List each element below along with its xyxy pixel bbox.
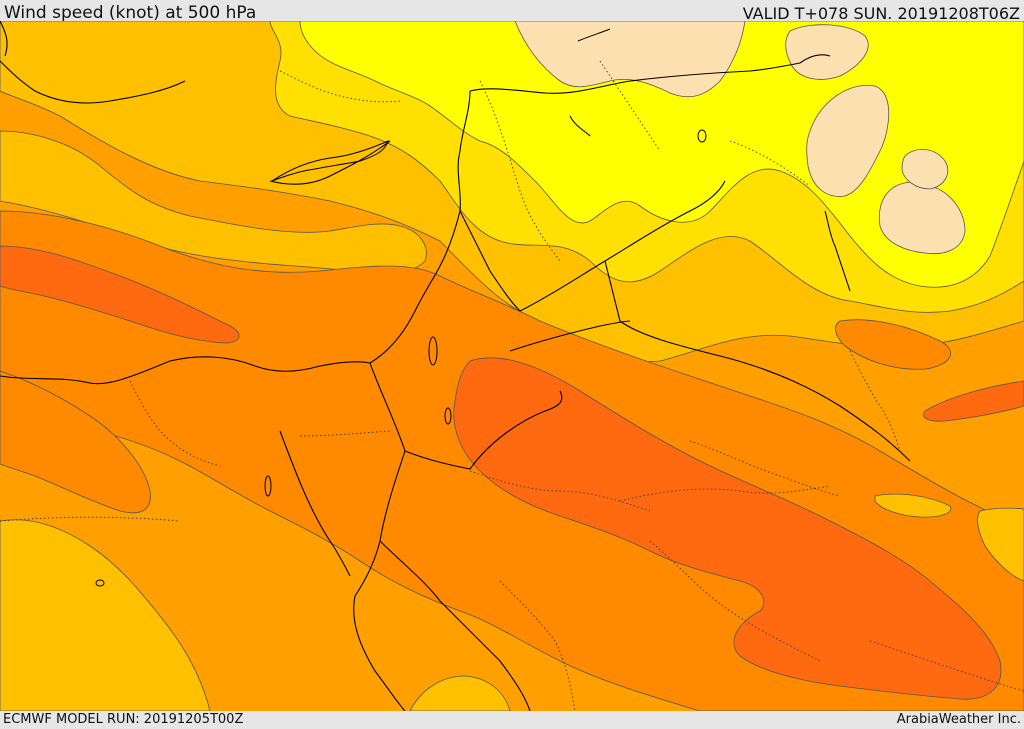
wind-speed-map	[0, 21, 1024, 711]
band-orange-dark-east	[923, 380, 1024, 422]
band-yellow	[299, 21, 1024, 288]
coastlines	[0, 21, 911, 711]
band-amber-east-small	[874, 493, 952, 518]
band-orange-east	[835, 319, 951, 370]
footer-bar: ECMWF MODEL RUN: 20191205T00Z ArabiaWeat…	[0, 711, 1024, 729]
band-very-light-1	[514, 21, 746, 98]
islands	[95, 28, 707, 587]
band-very-light-5	[901, 149, 949, 190]
band-very-light-3	[806, 84, 890, 197]
band-amber-east-wedge	[977, 507, 1024, 582]
band-orange-dark-core	[453, 357, 1002, 700]
header-bar: Wind speed (knot) at 500 hPa VALID T+078…	[0, 0, 1024, 23]
band-orange-dark-west	[0, 245, 240, 344]
band-amber-south	[409, 675, 511, 711]
band-amber-southwest	[0, 519, 211, 711]
credit-label: ArabiaWeather Inc.	[896, 712, 1021, 727]
model-run-label: ECMWF MODEL RUN: 20191205T00Z	[3, 712, 244, 727]
band-very-light-2	[785, 24, 869, 80]
band-orange-egypt	[0, 370, 151, 514]
map-title: Wind speed (knot) at 500 hPa	[4, 3, 257, 23]
map-canvas	[0, 21, 1024, 711]
internal-borders	[0, 60, 1024, 711]
valid-time-label: VALID T+078 SUN. 20191208T06Z	[742, 4, 1020, 23]
